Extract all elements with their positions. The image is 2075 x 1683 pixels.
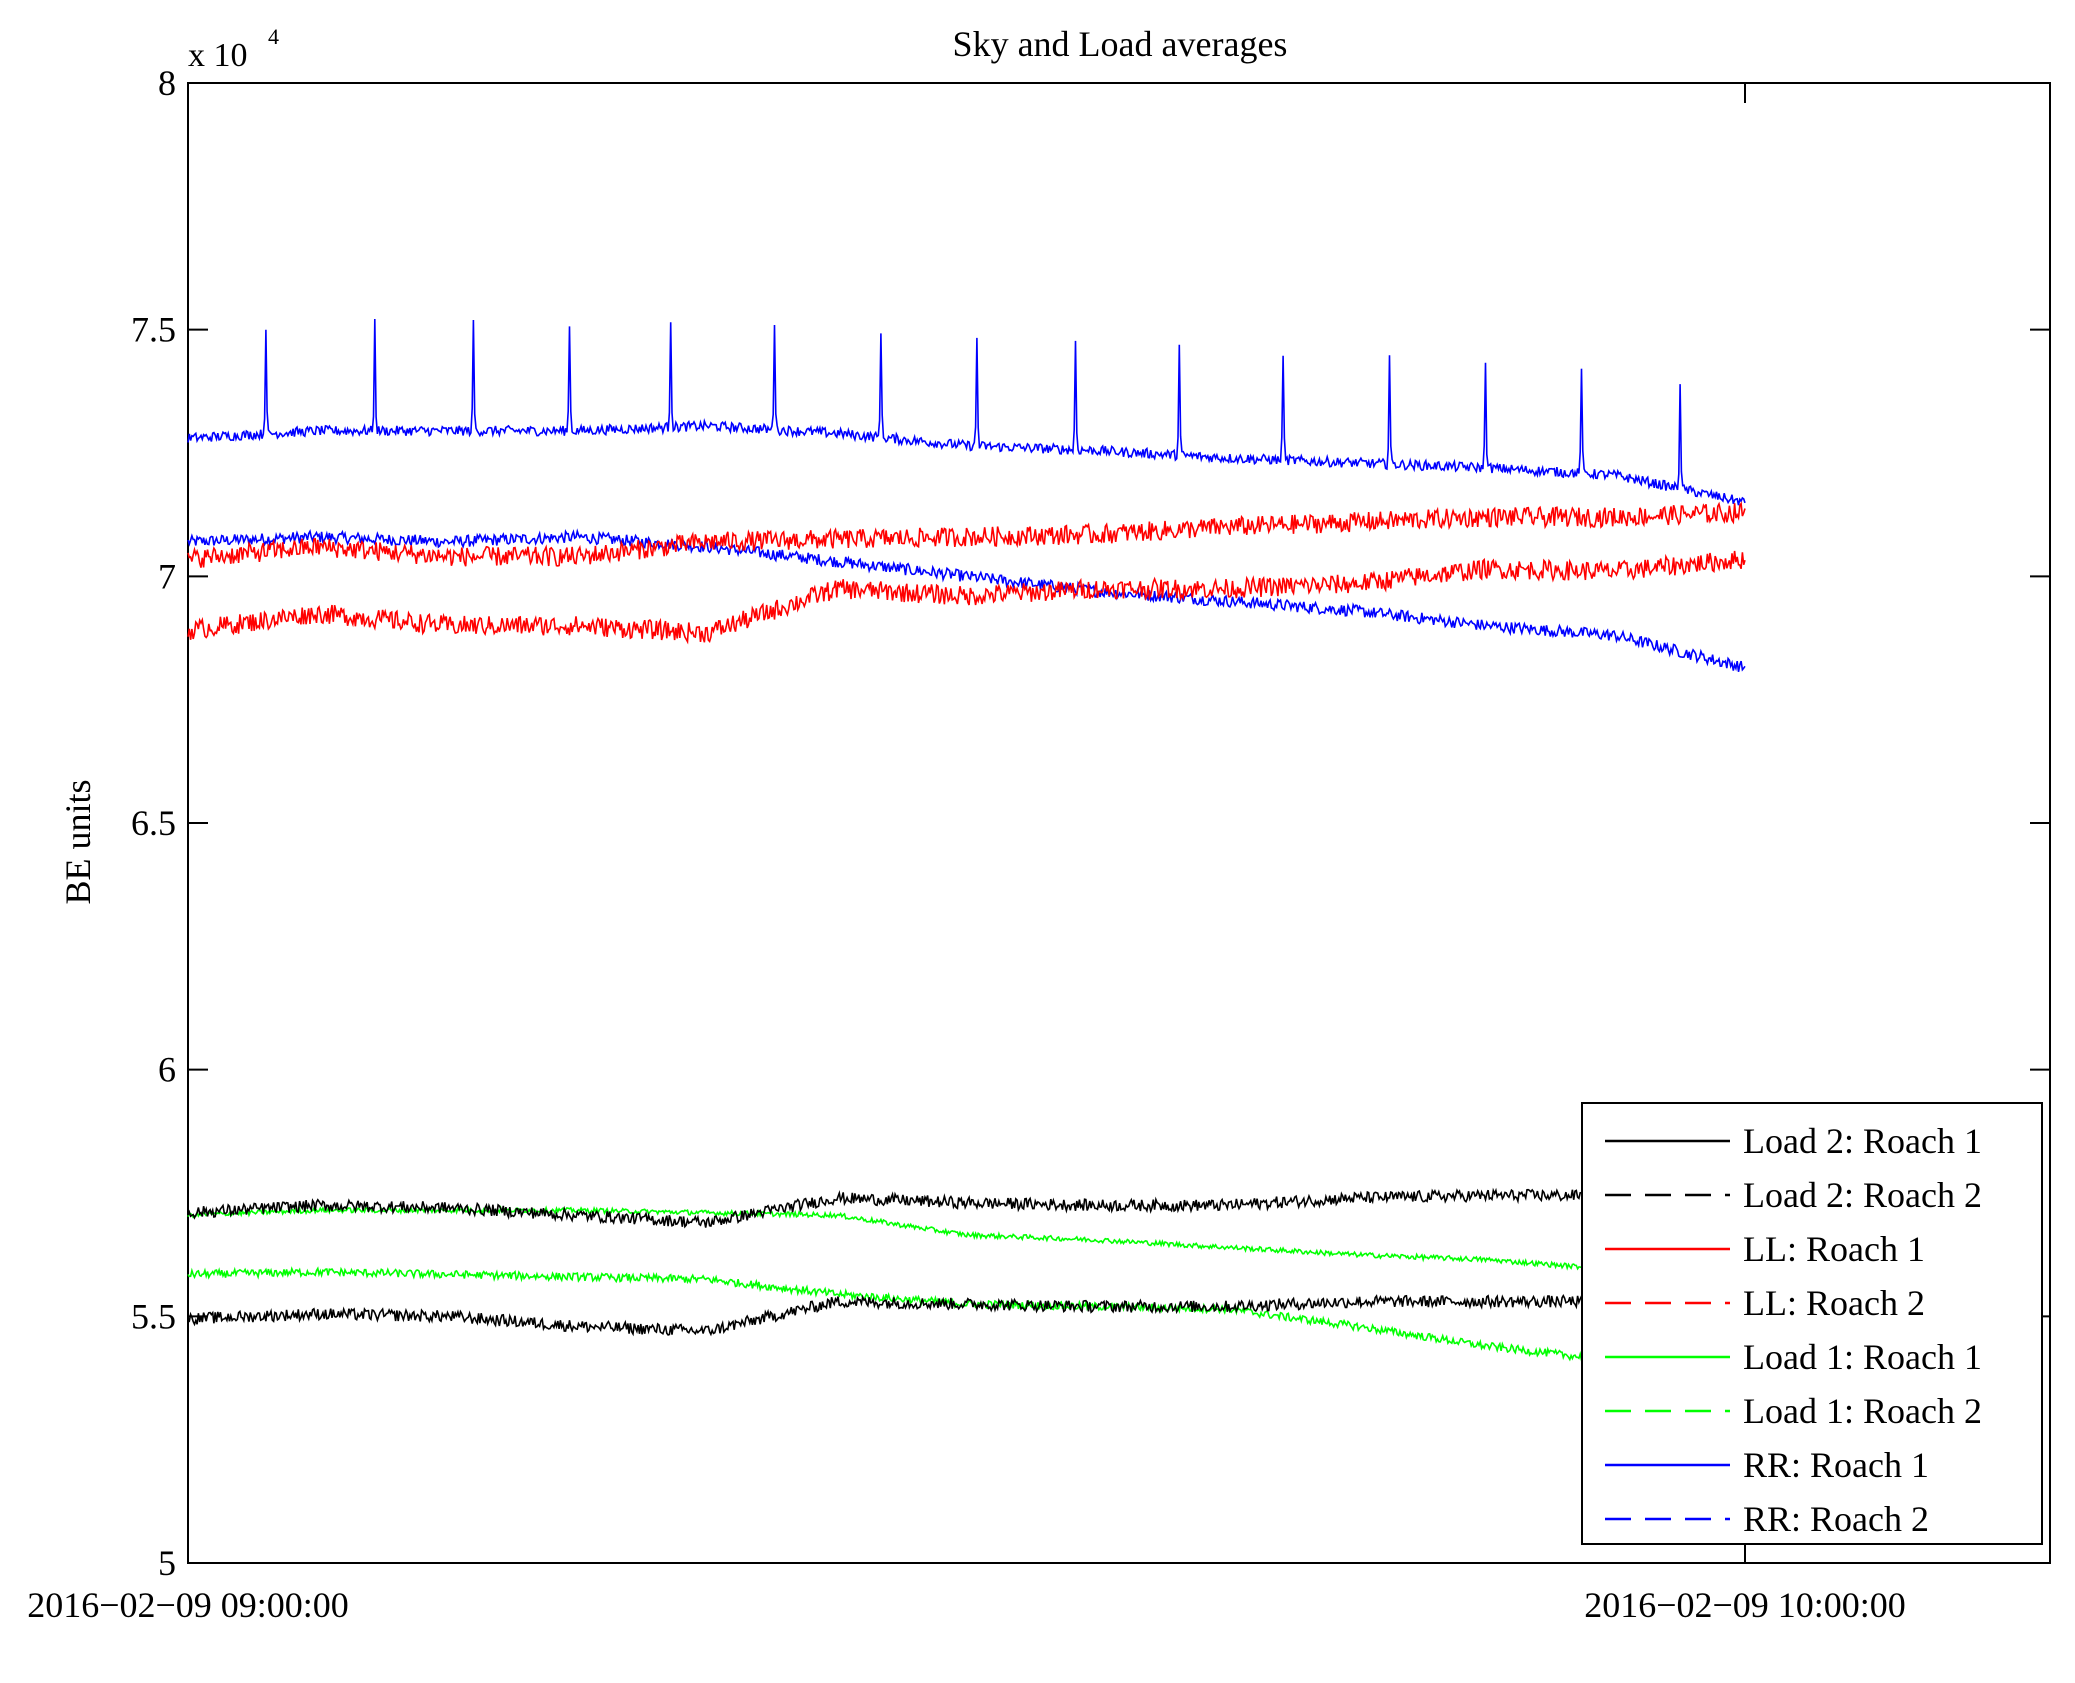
- y-axis-label: BE units: [58, 779, 98, 904]
- y-multiplier: x 10 4: [188, 24, 279, 74]
- series-line: [187, 528, 1746, 672]
- x-tick-label: 2016−02−09 10:00:00: [1584, 1585, 1906, 1625]
- y-tick-label: 5.5: [131, 1296, 176, 1336]
- series-line: [187, 550, 1746, 645]
- legend-label: RR: Roach 2: [1743, 1499, 1929, 1539]
- legend-label: Load 1: Roach 2: [1743, 1391, 1982, 1431]
- series-line: [187, 1266, 1746, 1372]
- legend-label: Load 2: Roach 1: [1743, 1121, 1982, 1161]
- series-line: [187, 1294, 1746, 1337]
- legend-box: [1581, 1102, 2043, 1545]
- y-tick-label: 7.5: [131, 310, 176, 350]
- series-line: [187, 318, 1746, 506]
- y-multiplier-exponent: 4: [268, 24, 279, 49]
- y-tick-label: 8: [158, 63, 176, 103]
- chart-title: Sky and Load averages: [953, 24, 1288, 64]
- series-line: [187, 1187, 1746, 1229]
- y-axis: 5 5.5 6 6.5 7 7.5 8: [131, 63, 2050, 1583]
- legend-label: LL: Roach 1: [1743, 1229, 1925, 1269]
- series-line: [187, 1205, 1746, 1277]
- series-line: [187, 501, 1746, 568]
- legend-label: Load 1: Roach 1: [1743, 1337, 1982, 1377]
- legend-entries: Load 2: Roach 1 Load 2: Roach 2 LL: Roach …: [1605, 1121, 1982, 1539]
- legend-label: Load 2: Roach 2: [1743, 1175, 1982, 1215]
- y-tick-label: 6: [158, 1050, 176, 1090]
- legend: Load 2: Roach 1 Load 2: Roach 2 LL: Roach …: [1581, 1102, 2043, 1545]
- legend-label: RR: Roach 1: [1743, 1445, 1929, 1485]
- series-layer: [187, 318, 1746, 1372]
- y-tick-label: 6.5: [131, 803, 176, 843]
- x-tick-label: 2016−02−09 09:00:00: [27, 1585, 349, 1625]
- y-multiplier-label: x 10: [188, 37, 248, 74]
- x-axis: 2016−02−09 09:00:00 2016−02−09 10:00:00: [27, 83, 1906, 1625]
- legend-label: LL: Roach 2: [1743, 1283, 1925, 1323]
- y-tick-label: 5: [158, 1543, 176, 1583]
- y-tick-label: 7: [158, 556, 176, 596]
